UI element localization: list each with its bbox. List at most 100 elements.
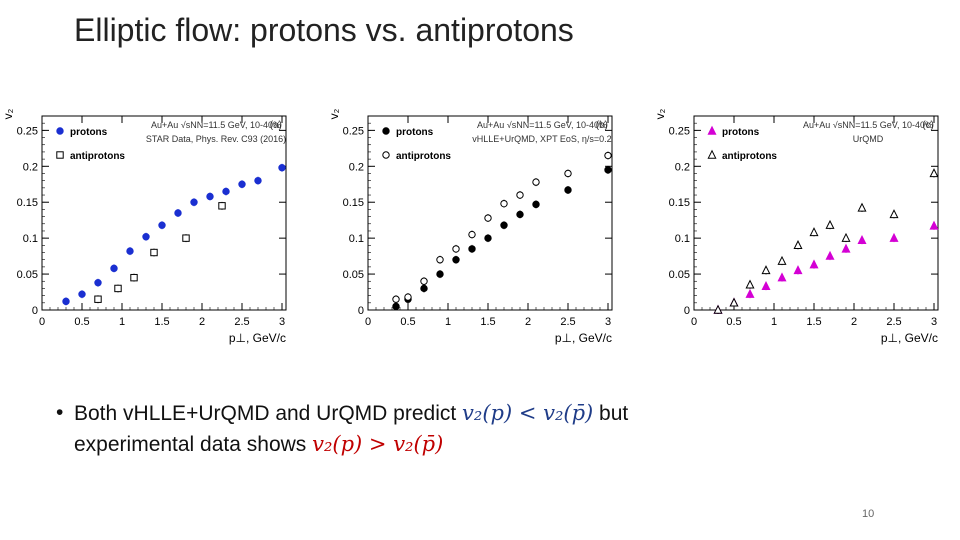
data-point (392, 302, 400, 311)
data-point (452, 256, 460, 264)
data-point (392, 295, 400, 303)
data-point (94, 295, 102, 303)
x-tick-label: 1.5 (806, 316, 821, 328)
data-point (254, 176, 262, 185)
bullet-line-2: experimental data shows v₂(p) > v₂(p̄) (74, 429, 628, 460)
data-point (158, 221, 166, 229)
x-tick-label: 3 (931, 316, 937, 328)
y-tick-label: 0.1 (349, 233, 364, 245)
data-point (222, 187, 230, 196)
plot-frame (41, 115, 287, 311)
page-number: 10 (862, 508, 875, 520)
data-point (793, 265, 803, 275)
data-point (929, 220, 939, 230)
x-tick-label: 0 (691, 316, 697, 328)
x-tick-label: 2 (199, 316, 205, 328)
legend-label: protons (722, 127, 760, 138)
legend-marker (382, 151, 390, 159)
data-point (532, 178, 540, 186)
bullet-line1-suffix: but (593, 402, 629, 425)
legend-label: protons (396, 127, 434, 138)
data-point (532, 200, 540, 209)
y-tick-label: 0 (358, 305, 364, 317)
data-point (745, 279, 755, 289)
data-point (500, 221, 508, 229)
data-point (857, 234, 867, 245)
data-point (206, 192, 214, 201)
bullet-line-1: Both vHLLE+UrQMD and UrQMD predict v₂(p)… (74, 398, 628, 429)
x-tick-label: 1.5 (154, 316, 169, 328)
y-tick-label: 0 (684, 305, 690, 317)
panel-label: (b) (596, 120, 608, 131)
data-point (516, 191, 524, 199)
annotation-text: Au+Au √sNN=11.5 GeV, 10-40% (151, 120, 281, 130)
series-protons (713, 220, 939, 314)
x-tick-label: 1 (445, 316, 451, 328)
data-point (761, 265, 771, 275)
x-tick-label: 0.5 (74, 316, 89, 328)
annotation-text: Au+Au √sNN=11.5 GeV, 10-40% (803, 120, 933, 130)
x-tick-label: 2 (525, 316, 531, 328)
y-tick-label: 0.15 (669, 197, 690, 209)
plot-frame (693, 115, 939, 311)
data-point (745, 288, 755, 298)
annotation-text: STAR Data, Phys. Rev. C93 (2016) (146, 134, 286, 144)
legend-marker (707, 125, 717, 135)
series-antiprotons (392, 151, 612, 304)
data-point (793, 240, 803, 250)
data-point (278, 164, 286, 172)
plot-frame (367, 115, 613, 311)
data-point (484, 234, 492, 242)
x-tick-label: 2.5 (560, 316, 575, 328)
data-point (130, 273, 138, 282)
series-antiprotons (713, 168, 939, 314)
y-tick-label: 0.1 (675, 233, 690, 245)
data-point (150, 248, 158, 257)
data-point (484, 214, 492, 222)
data-point (604, 151, 612, 160)
data-point (238, 180, 246, 188)
series-protons (392, 165, 612, 311)
data-point (468, 230, 476, 239)
legend-marker (56, 151, 64, 159)
data-point (825, 250, 835, 260)
data-point (126, 247, 134, 255)
data-point (404, 293, 412, 301)
y-tick-label: 0.2 (349, 161, 364, 173)
series-protons (62, 163, 286, 306)
data-point (564, 186, 572, 194)
y-tick-label: 0.25 (669, 125, 690, 137)
y-tick-label: 0.25 (17, 125, 38, 137)
data-point (761, 280, 771, 290)
x-tick-label: 2.5 (886, 316, 901, 328)
data-point (436, 270, 444, 278)
x-tick-label: 3 (605, 316, 611, 328)
y-tick-label: 0.05 (343, 269, 364, 281)
data-point (468, 245, 476, 253)
data-point (889, 232, 899, 242)
x-tick-label: 0.5 (400, 316, 415, 328)
y-tick-label: 0.1 (23, 233, 38, 245)
data-point (841, 232, 851, 242)
data-point (114, 284, 122, 293)
y-tick-label: 0.25 (343, 125, 364, 137)
data-point (182, 234, 190, 242)
data-point (929, 168, 939, 178)
data-point (142, 233, 150, 241)
data-point (420, 284, 428, 293)
data-point (729, 297, 739, 307)
data-point (62, 297, 70, 306)
legend-label: antiprotons (722, 151, 777, 162)
x-tick-label: 3 (279, 316, 285, 328)
legend-marker (382, 127, 390, 135)
y-tick-label: 0.2 (675, 161, 690, 173)
data-point (777, 255, 787, 265)
y-tick-label: 0.05 (669, 269, 690, 281)
y-tick-label: 0.05 (17, 269, 38, 281)
y-axis-label: v₂ (4, 108, 15, 119)
data-point (420, 277, 428, 285)
legend-label: antiprotons (396, 151, 451, 162)
bullet-line1-math: v₂(p) < v₂(p̄) (462, 401, 594, 425)
data-point (777, 272, 787, 282)
y-axis-label: v₂ (330, 108, 341, 119)
